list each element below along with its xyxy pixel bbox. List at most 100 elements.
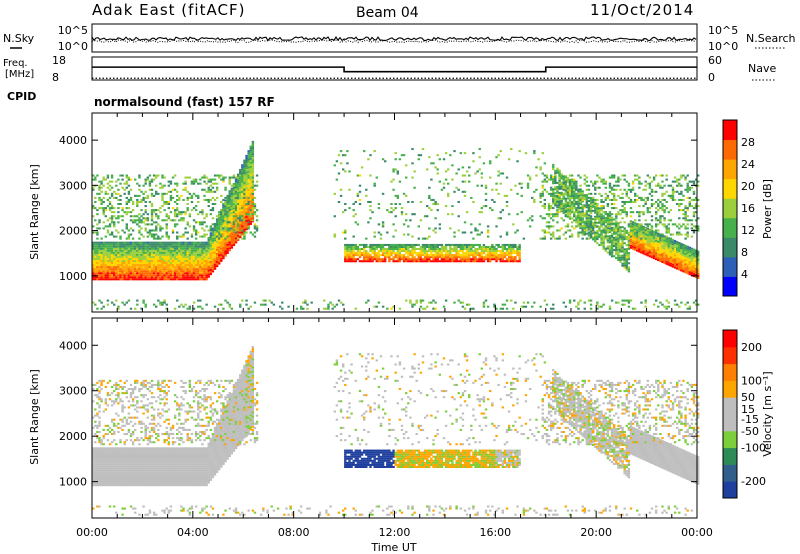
power-cell <box>173 251 177 254</box>
power-cell <box>94 200 97 204</box>
power-cell <box>629 238 633 241</box>
power-cell <box>98 255 101 258</box>
power-cell <box>228 196 231 199</box>
power-cell <box>176 207 179 210</box>
power-cell <box>472 260 475 263</box>
power-cell <box>173 223 177 226</box>
power-cell <box>249 159 252 162</box>
power-cell <box>163 241 166 244</box>
power-cell <box>211 270 215 273</box>
power-cell <box>627 256 631 259</box>
power-cell <box>562 192 565 195</box>
power-cell <box>148 188 152 191</box>
power-cell <box>100 243 103 246</box>
power-cell <box>222 255 225 258</box>
power-cell <box>110 194 114 197</box>
power-cell <box>163 247 166 250</box>
power-cell <box>627 235 631 238</box>
power-cell <box>161 278 164 281</box>
power-cell <box>478 148 481 151</box>
power-cell <box>104 243 108 246</box>
power-cell <box>560 217 563 220</box>
power-cell <box>106 231 110 234</box>
power-cell <box>207 261 210 264</box>
power-cell <box>152 243 156 246</box>
power-cell <box>549 194 553 197</box>
power-cell <box>215 246 219 249</box>
power-cell <box>623 299 626 302</box>
power-cell <box>234 200 238 203</box>
power-cell <box>228 243 231 246</box>
power-cell <box>220 174 223 177</box>
power-cell <box>146 194 150 197</box>
power-cell <box>358 250 362 253</box>
power-cell <box>449 256 452 259</box>
power-cell <box>510 258 513 261</box>
power-cell <box>600 237 603 240</box>
power-cell <box>442 258 446 261</box>
power-cell <box>365 243 368 246</box>
power-cell <box>138 219 141 222</box>
power-cell <box>125 243 129 246</box>
power-cell <box>392 209 395 212</box>
power-cell <box>188 262 192 265</box>
power-cell <box>642 234 645 237</box>
power-cell <box>552 235 555 238</box>
power-cell <box>113 303 116 306</box>
power-cell <box>108 262 112 265</box>
power-cell <box>573 184 576 187</box>
power-cell <box>558 174 561 177</box>
power-cell <box>138 245 141 248</box>
power-cell <box>125 182 129 185</box>
power-cell <box>115 255 118 258</box>
power-cell <box>388 243 391 246</box>
power-cell <box>608 245 612 248</box>
power-cell <box>570 180 574 183</box>
power-cell <box>249 194 252 197</box>
power-cell <box>344 154 347 157</box>
power-cell <box>230 232 234 235</box>
power-cell <box>121 270 124 273</box>
power-cell <box>247 225 250 228</box>
power-cell <box>215 223 219 226</box>
power-cell <box>617 258 620 261</box>
power-cell <box>184 255 187 258</box>
power-cell <box>564 185 568 188</box>
power-cell <box>203 245 206 248</box>
power-cell <box>510 250 513 253</box>
power-cell <box>102 255 105 258</box>
power-cell <box>390 252 393 255</box>
power-cell <box>150 247 154 250</box>
power-cell <box>281 301 284 304</box>
power-cell <box>96 264 99 267</box>
power-cell <box>497 245 500 249</box>
power-cell <box>190 270 194 273</box>
power-cell <box>617 246 620 249</box>
power-cell <box>178 198 181 201</box>
power-cell <box>134 259 137 263</box>
power-cell <box>224 232 227 235</box>
power-cell <box>549 233 553 236</box>
power-cell <box>579 194 582 197</box>
power-cell <box>362 256 366 259</box>
power-cell <box>650 239 654 242</box>
power-cell <box>98 198 101 201</box>
power-cell <box>636 194 639 197</box>
power-cell <box>239 191 242 194</box>
power-cell <box>564 189 568 192</box>
power-cell <box>642 240 645 243</box>
power-cell <box>243 214 246 217</box>
power-cell <box>197 200 200 204</box>
power-cell <box>432 307 435 310</box>
power-cell <box>556 196 559 199</box>
power-cell <box>629 244 633 247</box>
power-cell <box>245 178 248 181</box>
power-cell <box>100 266 103 269</box>
power-cell <box>646 252 649 255</box>
power-cell <box>108 180 112 183</box>
power-cell <box>136 259 139 263</box>
power-cell <box>577 303 580 306</box>
power-cell <box>239 217 242 220</box>
power-cell <box>587 209 591 212</box>
power-cell <box>171 259 175 263</box>
